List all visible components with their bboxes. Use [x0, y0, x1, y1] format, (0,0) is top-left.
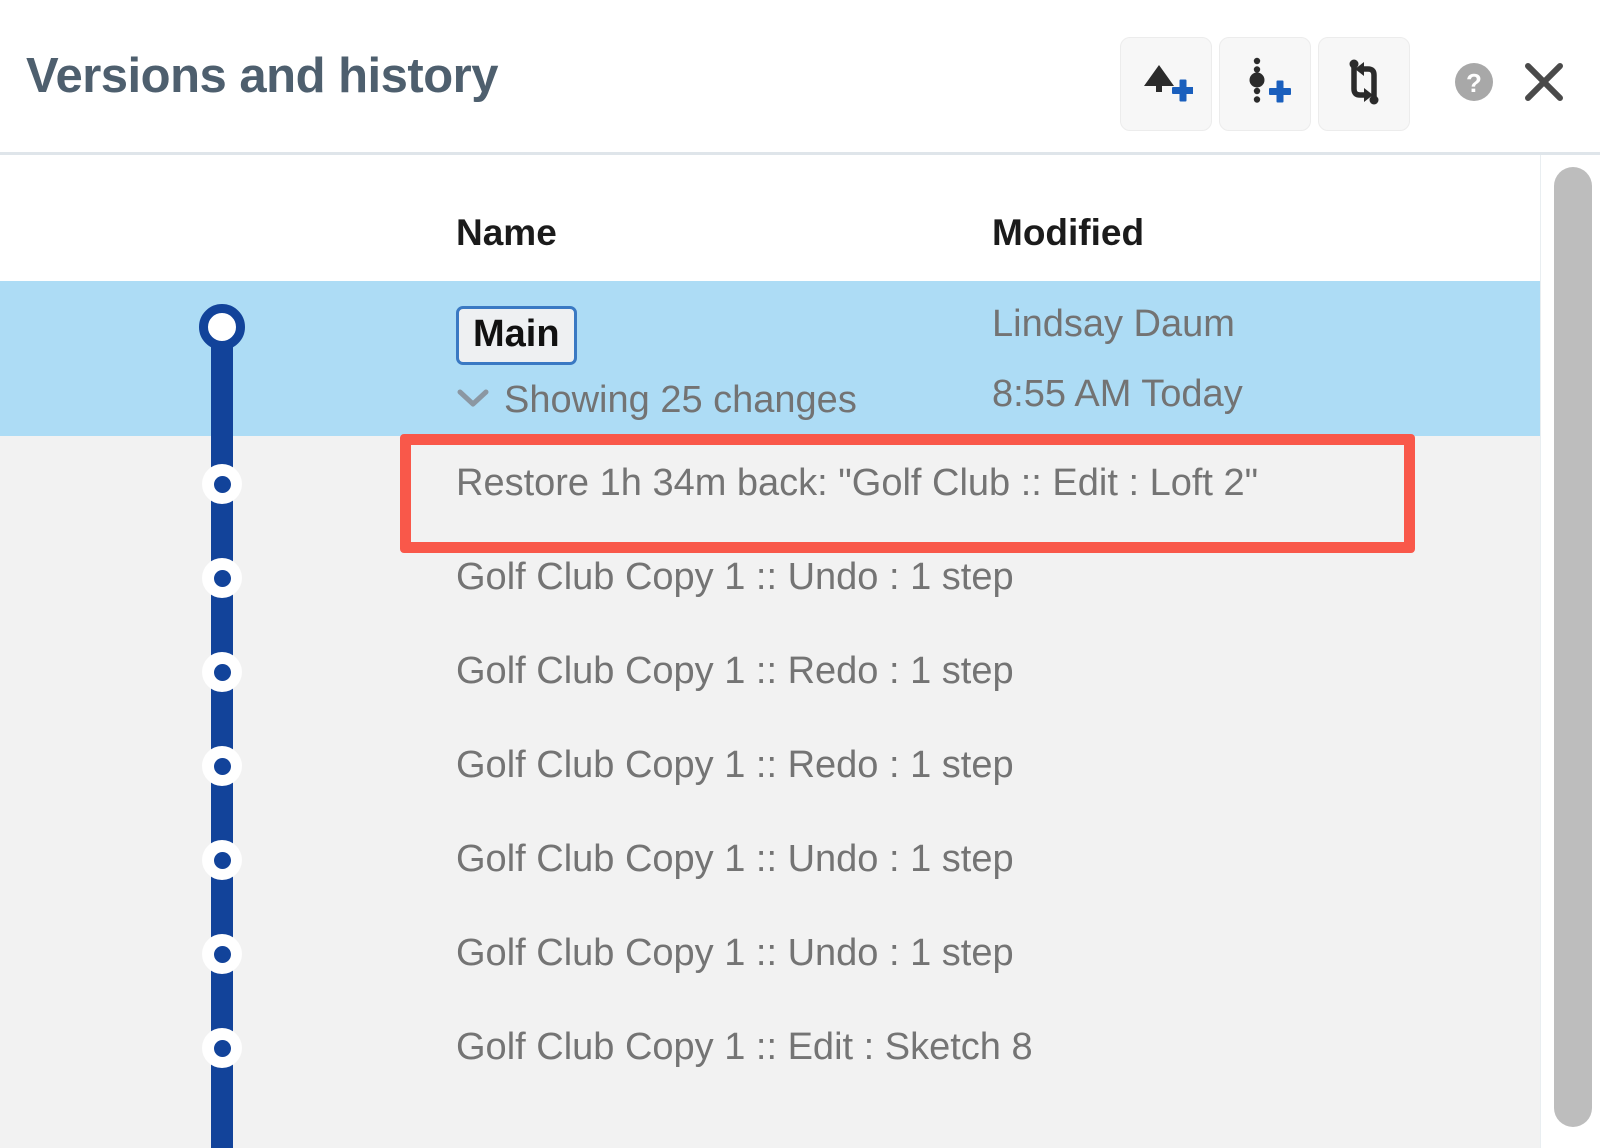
compare-versions-button[interactable]	[1318, 37, 1410, 131]
modified-at-label: 8:55 AM Today	[992, 373, 1243, 415]
timeline-change-dot[interactable]	[202, 1028, 242, 1068]
timeline-version-node[interactable]	[199, 304, 245, 350]
version-row-main[interactable]: Main Showing 25 changes Lindsay Daum 8:5…	[0, 281, 1540, 436]
history-row[interactable]: Golf Club Copy 1 :: Redo : 1 step	[0, 718, 1540, 812]
help-button[interactable]: ?	[1446, 56, 1502, 112]
timeline-change-dot[interactable]	[202, 558, 242, 598]
create-version-button[interactable]	[1219, 37, 1311, 131]
compare-swap-icon	[1337, 55, 1391, 114]
page-title: Versions and history	[26, 49, 499, 103]
history-row[interactable]: Golf Club Copy 1 :: Redo : 1 step	[0, 624, 1540, 718]
showing-changes-toggle[interactable]: Showing 25 changes	[456, 379, 857, 422]
close-x-icon	[1518, 56, 1570, 113]
version-history-list: Name Modified Main Showing 25 changes Li…	[0, 155, 1600, 1148]
timeline-change-dot[interactable]	[202, 652, 242, 692]
column-header-modified[interactable]: Modified	[992, 212, 1145, 253]
chevron-down-icon	[456, 387, 490, 414]
history-row-label: Golf Club Copy 1 :: Undo : 1 step	[456, 555, 1014, 598]
history-row[interactable]: Restore 1h 34m back: "Golf Club :: Edit …	[0, 436, 1540, 530]
create-branch-button[interactable]	[1120, 37, 1212, 131]
timeline-branch-line	[211, 337, 233, 1148]
showing-changes-label: Showing 25 changes	[504, 379, 857, 421]
help-circle-icon: ?	[1448, 56, 1500, 113]
header-actions: ?	[1113, 37, 1580, 131]
history-row[interactable]: Golf Club Copy 1 :: Undo : 1 step	[0, 812, 1540, 906]
history-row[interactable]: Golf Club Copy 1 :: Edit : Sketch 8	[0, 1000, 1540, 1094]
history-row-label: Golf Club Copy 1 :: Undo : 1 step	[456, 931, 1014, 974]
column-header-name[interactable]: Name	[456, 212, 557, 253]
history-row[interactable]: Golf Club Copy 1 :: Undo : 1 step	[0, 530, 1540, 624]
history-row-label: Restore 1h 34m back: "Golf Club :: Edit …	[456, 461, 1259, 504]
branch-add-icon	[1139, 55, 1194, 114]
history-row-label: Golf Club Copy 1 :: Redo : 1 step	[456, 649, 1014, 692]
table-header-row: Name Modified	[0, 155, 1540, 281]
history-row-label: Golf Club Copy 1 :: Edit : Sketch 8	[456, 1025, 1033, 1068]
timeline-change-dot[interactable]	[202, 746, 242, 786]
svg-text:?: ?	[1466, 68, 1482, 98]
branch-badge[interactable]: Main	[456, 306, 577, 365]
version-add-icon	[1238, 55, 1292, 114]
close-button[interactable]	[1516, 56, 1572, 112]
history-row-label: Golf Club Copy 1 :: Redo : 1 step	[456, 743, 1014, 786]
history-row[interactable]: Golf Club Copy 1 :: Undo : 1 step	[0, 906, 1540, 1000]
history-row-label: Golf Club Copy 1 :: Undo : 1 step	[456, 837, 1014, 880]
timeline-change-dot[interactable]	[202, 840, 242, 880]
panel-header: Versions and history	[0, 0, 1600, 155]
timeline-change-dot[interactable]	[202, 934, 242, 974]
timeline-change-dot[interactable]	[202, 464, 242, 504]
modified-by-label: Lindsay Daum	[992, 303, 1235, 345]
scrollbar-thumb[interactable]	[1554, 167, 1592, 1127]
vertical-scrollbar[interactable]	[1540, 155, 1600, 1148]
